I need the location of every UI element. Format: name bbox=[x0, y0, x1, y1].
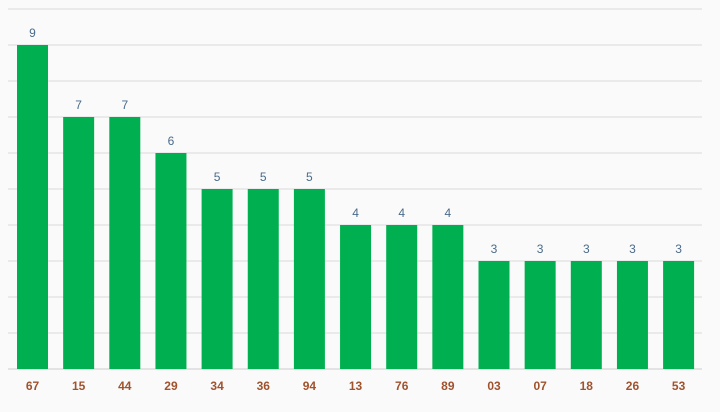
value-label-26: 3 bbox=[629, 242, 636, 256]
category-labels: 67 15 44 29 34 36 94 13 76 89 03 07 18 26 53 bbox=[26, 379, 686, 393]
bar-26 bbox=[616, 261, 648, 369]
value-label-18: 3 bbox=[583, 242, 590, 256]
bar-36 bbox=[247, 189, 279, 369]
value-label-44: 7 bbox=[121, 98, 128, 112]
bar-67 bbox=[17, 45, 48, 369]
category-label-53: 53 bbox=[672, 379, 686, 393]
bar-76 bbox=[386, 225, 418, 369]
category-label-36: 36 bbox=[257, 379, 271, 393]
value-label-76: 4 bbox=[398, 206, 405, 220]
bar-29 bbox=[155, 153, 187, 369]
category-label-29: 29 bbox=[164, 379, 178, 393]
category-label-94: 94 bbox=[303, 379, 317, 393]
bar-44 bbox=[109, 117, 141, 369]
value-label-89: 4 bbox=[445, 206, 452, 220]
category-label-67: 67 bbox=[26, 379, 40, 393]
bar-13 bbox=[340, 225, 372, 369]
bar-89 bbox=[432, 225, 464, 369]
bar-18 bbox=[570, 261, 602, 369]
category-label-13: 13 bbox=[349, 379, 363, 393]
category-label-34: 34 bbox=[210, 379, 224, 393]
bar-53 bbox=[663, 261, 695, 369]
value-label-94: 5 bbox=[306, 170, 313, 184]
value-label-53: 3 bbox=[675, 242, 682, 256]
category-label-15: 15 bbox=[72, 379, 86, 393]
value-label-03: 3 bbox=[491, 242, 498, 256]
value-label-67: 9 bbox=[29, 26, 36, 40]
value-label-07: 3 bbox=[537, 242, 544, 256]
category-label-89: 89 bbox=[441, 379, 455, 393]
bar-03 bbox=[478, 261, 510, 369]
bar-94 bbox=[293, 189, 325, 369]
value-label-34: 5 bbox=[214, 170, 221, 184]
category-label-44: 44 bbox=[118, 379, 132, 393]
value-label-13: 4 bbox=[352, 206, 359, 220]
bars bbox=[17, 45, 695, 369]
category-label-26: 26 bbox=[626, 379, 640, 393]
category-label-07: 07 bbox=[533, 379, 547, 393]
value-label-15: 7 bbox=[75, 98, 82, 112]
value-label-29: 6 bbox=[168, 134, 175, 148]
category-label-03: 03 bbox=[487, 379, 501, 393]
category-label-18: 18 bbox=[580, 379, 594, 393]
bar-34 bbox=[201, 189, 233, 369]
bar-15 bbox=[63, 117, 95, 369]
bar-07 bbox=[524, 261, 556, 369]
value-labels: 9 7 7 6 5 5 5 4 4 4 3 3 3 3 3 bbox=[29, 26, 682, 256]
category-label-76: 76 bbox=[395, 379, 409, 393]
value-label-36: 5 bbox=[260, 170, 267, 184]
